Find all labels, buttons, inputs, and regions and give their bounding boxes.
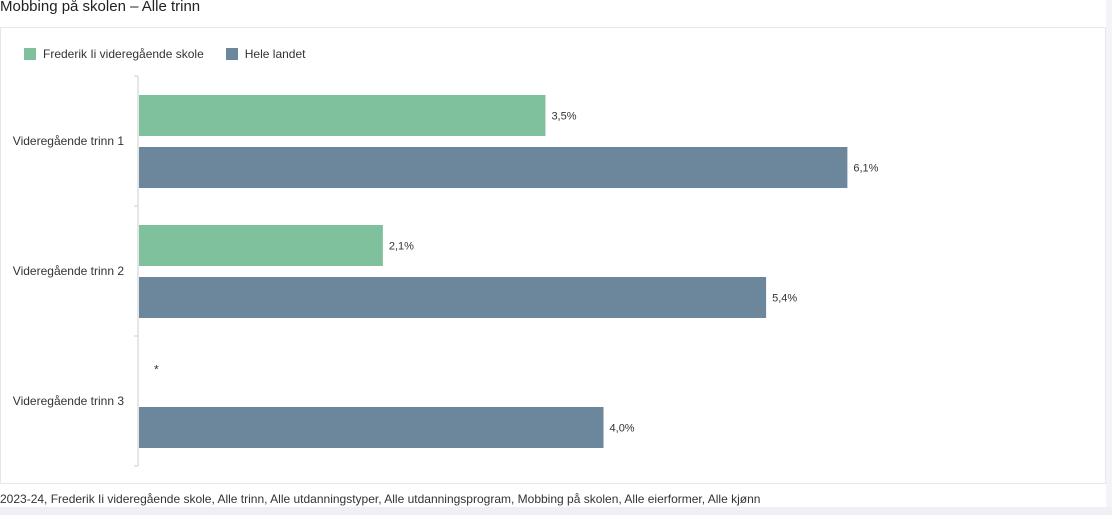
data-label: 2,1% bbox=[389, 241, 414, 253]
legend-item-national[interactable]: Hele landet bbox=[225, 47, 306, 61]
bar-national bbox=[139, 277, 767, 318]
bar-school bbox=[139, 225, 383, 266]
legend-swatch-school bbox=[24, 48, 36, 60]
category-label: Videregående trinn 2 bbox=[13, 264, 125, 278]
chart-caption: 2023-24, Frederik Ii videregående skole,… bbox=[0, 492, 761, 506]
category-label: Videregående trinn 3 bbox=[13, 394, 125, 408]
data-label: 3,5% bbox=[551, 111, 576, 123]
legend-label-school: Frederik Ii videregående skole bbox=[43, 47, 204, 61]
legend-label-national: Hele landet bbox=[244, 47, 306, 61]
bar-national bbox=[139, 147, 848, 188]
bottom-strip bbox=[0, 507, 1112, 515]
data-label: 4,0% bbox=[610, 423, 635, 435]
bar-national bbox=[139, 407, 604, 448]
bar-school bbox=[139, 95, 546, 136]
category-label: Videregående trinn 1 bbox=[13, 134, 125, 148]
chart-title: Mobbing på skolen – Alle trinn bbox=[0, 0, 201, 15]
legend-swatch-national bbox=[225, 48, 238, 60]
chart-legend: Frederik Ii videregående skole Hele land… bbox=[24, 46, 327, 62]
suppressed-value-marker: * bbox=[154, 363, 159, 377]
data-label: 5,4% bbox=[772, 293, 797, 305]
data-label: 6,1% bbox=[853, 163, 878, 175]
legend-item-school[interactable]: Frederik Ii videregående skole bbox=[24, 47, 204, 61]
right-edge-strip bbox=[1106, 0, 1112, 515]
